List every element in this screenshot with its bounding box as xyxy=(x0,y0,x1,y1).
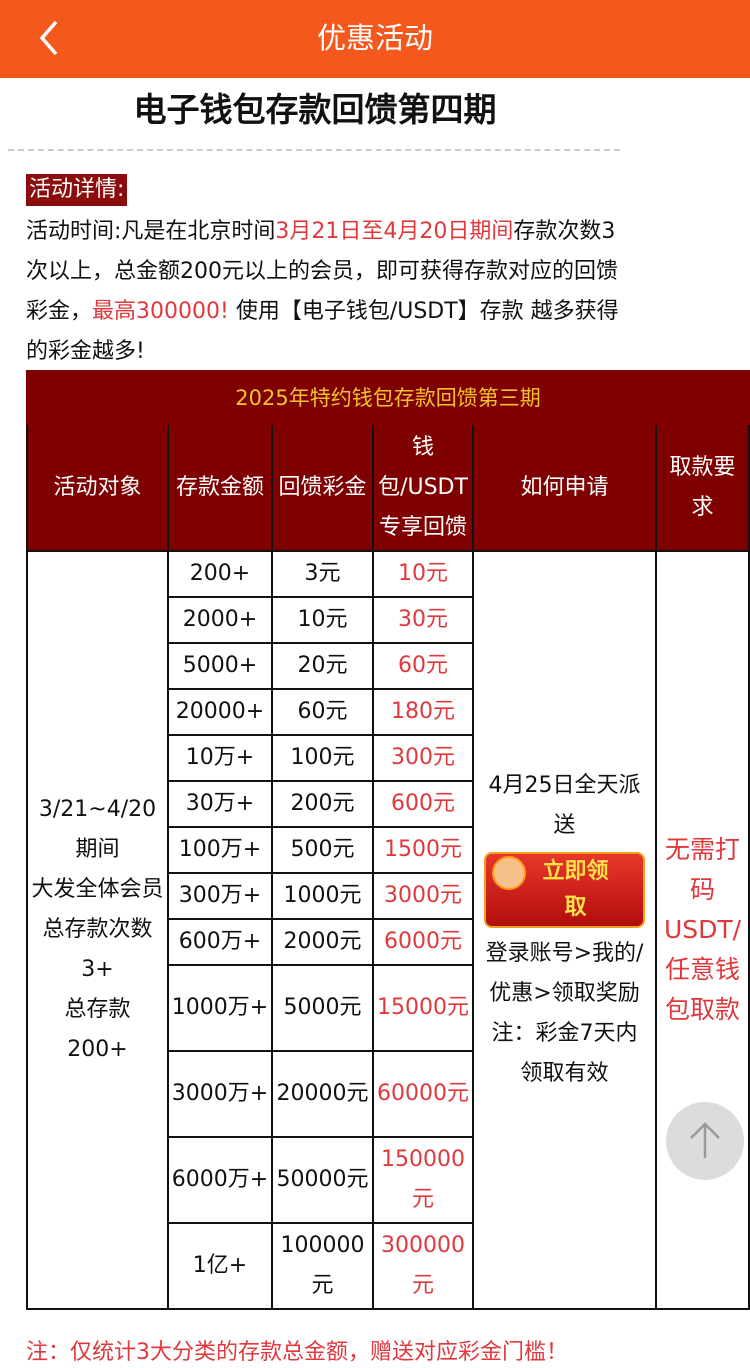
col-header: 取款要求 xyxy=(654,423,750,552)
target-line: 期间 xyxy=(75,837,120,862)
target-line: 3/21~4/20 xyxy=(38,797,157,822)
apply-note: 注：彩金7天内领取有效 xyxy=(491,1021,638,1086)
table-row: 5000+ 20元 60元 xyxy=(27,642,749,690)
deposit-cell: 1亿+ xyxy=(167,1222,273,1310)
target-line: 200+ xyxy=(67,1037,128,1062)
target-cell: 3/21~4/20 期间大发全体会员 总存款次数3+ 总存款 200+ xyxy=(26,550,169,1310)
bonus-cell: 100000元 xyxy=(271,1222,374,1310)
table-row: 30万+ 200元 600元 xyxy=(27,780,749,828)
deposit-cell: 3000万+ xyxy=(167,1050,273,1138)
deposit-cell: 2000+ xyxy=(167,596,273,644)
max-bonus: 最高300000! xyxy=(92,299,229,324)
deposit-cell: 100万+ xyxy=(167,826,273,874)
text: 使用【电子钱包/USDT】存款 越多获得的彩金越多! xyxy=(26,299,619,364)
header-title: 优惠活动 xyxy=(316,21,433,55)
wallet-bonus-cell: 60000元 xyxy=(372,1050,474,1138)
table-row: 1亿+ 100000元 300000元 xyxy=(27,1222,749,1310)
target-line: 大发全体会员 总存款次数3+ xyxy=(31,877,164,982)
top-bar: 优惠活动 xyxy=(0,0,750,78)
bonus-cell: 1000元 xyxy=(271,872,374,920)
bonus-cell: 60元 xyxy=(271,688,374,736)
apply-steps: 登录账号>我的/优惠>领取奖励 xyxy=(485,941,644,1006)
wallet-bonus-cell: 60元 xyxy=(372,642,474,690)
deposit-cell: 300万+ xyxy=(167,872,273,920)
claim-now-button[interactable]: 立即领取 xyxy=(484,852,645,928)
deposit-cell: 6000万+ xyxy=(167,1136,273,1224)
table-row: 3/21~4/20 期间 大发全体会员 总存款次数3+ 总存款 200+ 200+ 3元 10… xyxy=(26,550,750,1310)
table-row: 300万+ 1000元 3000元 xyxy=(27,872,749,920)
deposit-cell: 200+ xyxy=(167,550,273,598)
target-line: 总存款 xyxy=(64,997,131,1022)
deposit-cell: 30万+ xyxy=(167,780,273,828)
wallet-bonus-cell: 10元 xyxy=(372,550,474,598)
table-row: 10万+ 100元 300元 xyxy=(27,734,749,782)
col-header: 存款金额 xyxy=(167,423,273,552)
bonus-cell: 500元 xyxy=(271,826,374,874)
table-row: 1000万+ 5000元 15000元 xyxy=(27,964,749,1052)
deposit-cell: 5000+ xyxy=(167,642,273,690)
details-badge: 活动详情: xyxy=(26,174,128,206)
bonus-cell: 100元 xyxy=(271,734,374,782)
wallet-bonus-cell: 150000元 xyxy=(372,1136,474,1224)
details-paragraph: 活动时间:凡是在北京时间3月21日至4月20日期间存款次数3次以上，总金额200… xyxy=(26,212,626,372)
wallet-bonus-cell: 180元 xyxy=(372,688,474,736)
mascot-icon xyxy=(492,856,526,890)
wallet-bonus-cell: 30元 xyxy=(372,596,474,644)
footer-note: 注：仅统计3大分类的存款总金额，赠送对应彩金门槛！ xyxy=(26,1340,568,1365)
bonus-cell: 10元 xyxy=(271,596,374,644)
bonus-cell: 50000元 xyxy=(271,1136,374,1224)
bonus-table: 2025年特约钱包存款回馈第三期 活动对象 存款金额 回馈彩金 钱包/USDT专… xyxy=(25,370,750,1310)
wallet-bonus-cell: 300000元 xyxy=(372,1222,474,1310)
col-header: 活动对象 xyxy=(26,423,169,552)
col-header: 如何申请 xyxy=(472,423,657,552)
deposit-cell: 20000+ xyxy=(167,688,273,736)
wallet-bonus-cell: 300元 xyxy=(372,734,474,782)
bonus-cell: 2000元 xyxy=(271,918,374,966)
table-row: 2000+ 10元 30元 xyxy=(27,596,749,644)
table-caption: 2025年特约钱包存款回馈第三期 xyxy=(25,370,750,425)
page-title: 电子钱包存款回馈第四期 xyxy=(133,90,497,129)
wallet-bonus-cell: 600元 xyxy=(372,780,474,828)
col-header: 钱包/USDT专享回馈 xyxy=(372,423,474,552)
table-row: 600万+ 2000元 6000元 xyxy=(27,918,749,966)
deposit-cell: 1000万+ xyxy=(167,964,273,1052)
withdraw-cell: 无需打码USDT/任意钱包取款 xyxy=(654,550,750,1310)
wallet-bonus-cell: 15000元 xyxy=(372,964,474,1052)
bonus-cell: 20000元 xyxy=(271,1050,374,1138)
table-row: 3000万+ 20000元 60000元 xyxy=(27,1050,749,1138)
bonus-cell: 3元 xyxy=(271,550,374,598)
deposit-cell: 600万+ xyxy=(167,918,273,966)
deposit-cell: 10万+ xyxy=(167,734,273,782)
wallet-bonus-cell: 3000元 xyxy=(372,872,474,920)
table-row: 100万+ 500元 1500元 xyxy=(27,826,749,874)
scroll-to-top-icon[interactable] xyxy=(666,1102,744,1180)
divider xyxy=(8,149,620,151)
table-row: 6000万+ 50000元 150000元 xyxy=(27,1136,749,1224)
bonus-cell: 5000元 xyxy=(271,964,374,1052)
text: 存款次数3次以上，总金额200元以上的会员，即可获得存款对应的回馈彩金， xyxy=(26,219,618,324)
apply-date: 4月25日全天派送 xyxy=(488,773,641,838)
col-header: 回馈彩金 xyxy=(271,423,374,552)
bonus-cell: 200元 xyxy=(271,780,374,828)
wallet-bonus-cell: 6000元 xyxy=(372,918,474,966)
table-row: 20000+ 60元 180元 xyxy=(27,688,749,736)
text: 活动时间:凡是在北京时间 xyxy=(26,219,276,244)
bonus-cell: 20元 xyxy=(271,642,374,690)
apply-cell: 4月25日全天派送立即领取登录账号>我的/优惠>领取奖励 注：彩金7天内领取有效 xyxy=(472,550,657,1310)
chevron-left-icon[interactable] xyxy=(30,18,70,58)
claim-label: 立即领取 xyxy=(542,859,609,920)
date-range: 3月21日至4月20日期间 xyxy=(275,219,514,244)
wallet-bonus-cell: 1500元 xyxy=(372,826,474,874)
